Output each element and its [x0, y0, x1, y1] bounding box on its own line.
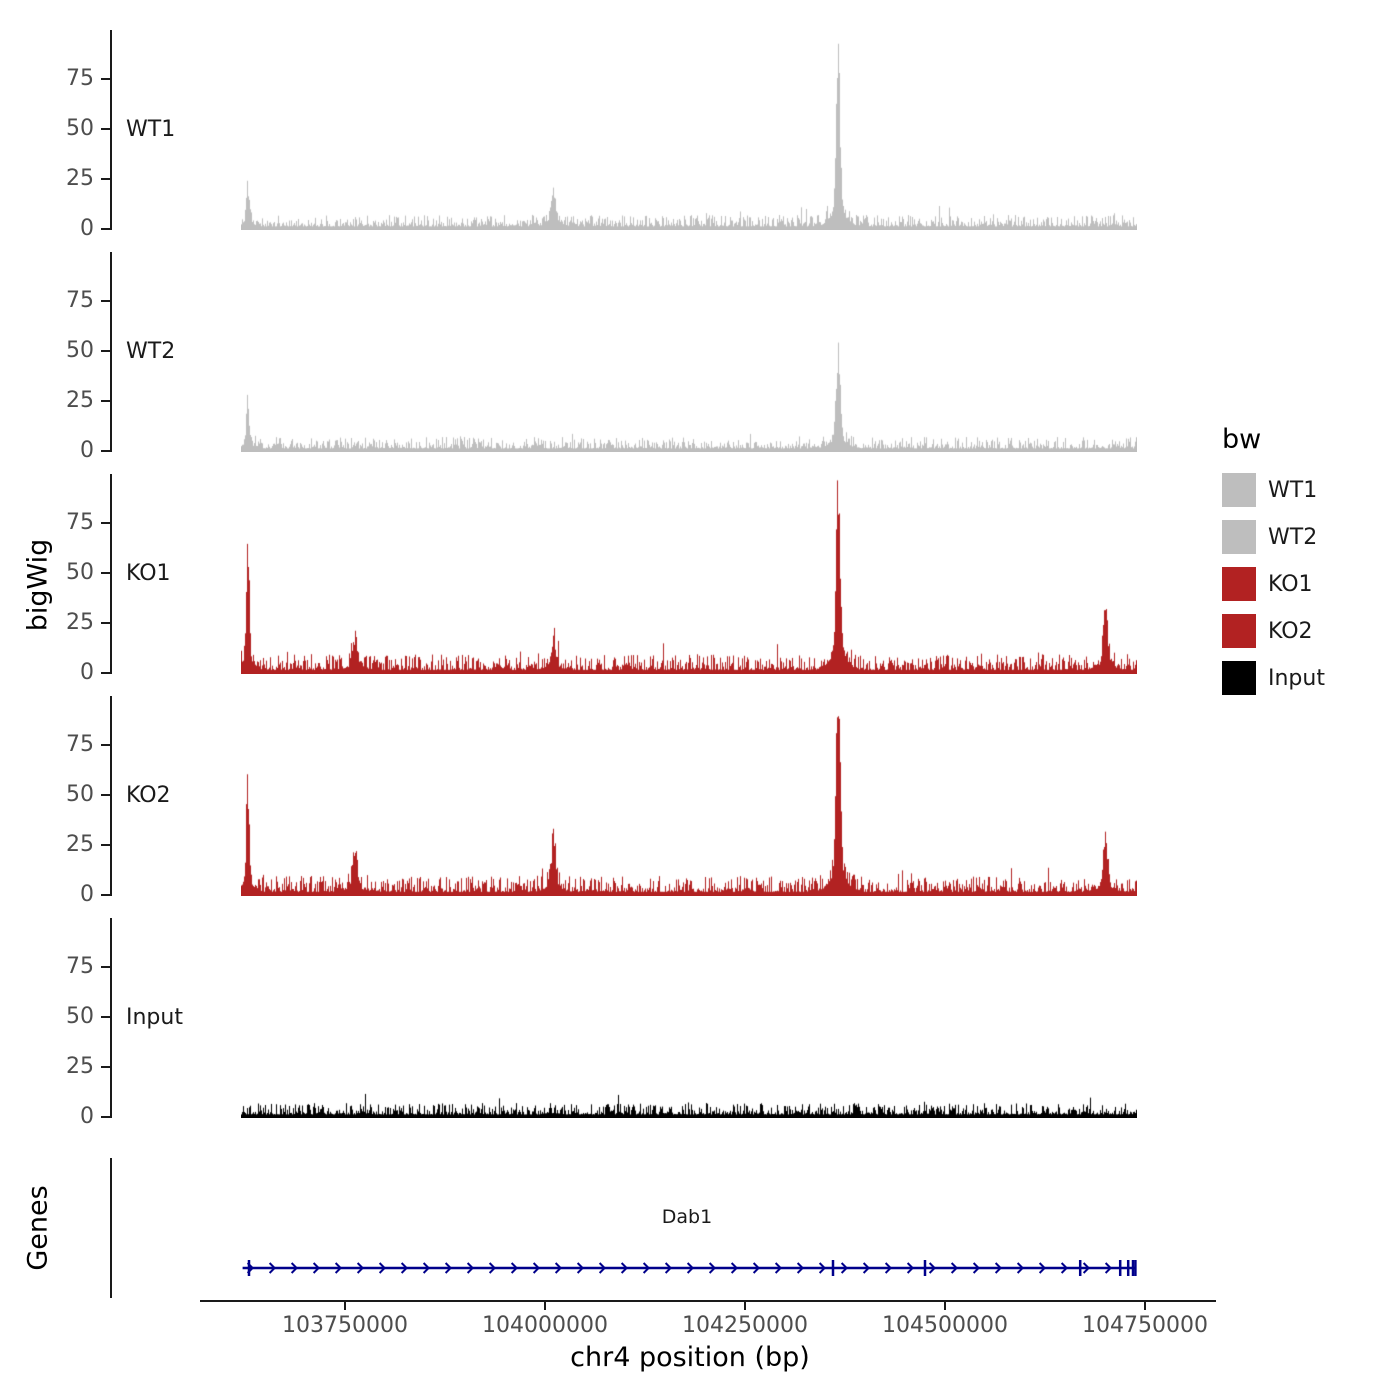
x-tick-mark [544, 1302, 546, 1310]
genes-axis-line [110, 1158, 112, 1298]
legend-swatch-ko1 [1222, 567, 1256, 601]
legend-label: WT2 [1268, 524, 1318, 550]
legend-swatch-wt1 [1222, 473, 1256, 507]
legend-item-ko2: KO2 [1222, 614, 1392, 648]
x-tick-label: 104000000 [482, 1313, 608, 1338]
legend-label: KO1 [1268, 571, 1313, 597]
y-tick-mark [101, 966, 110, 968]
coverage-canvas-ko1 [241, 474, 1137, 674]
legend-item-ko1: KO1 [1222, 567, 1392, 601]
y-tick-mark [101, 672, 110, 674]
x-tick-label: 104250000 [682, 1313, 808, 1338]
y-tick-mark [101, 128, 110, 130]
coverage-canvas-ko2 [241, 696, 1137, 896]
x-tick-mark [744, 1302, 746, 1310]
coverage-canvas-wt1 [241, 30, 1137, 230]
y-tick-label: 0 [80, 882, 94, 907]
y-axis-title-genes: Genes [22, 1185, 54, 1271]
coverage-canvas-input [241, 918, 1137, 1118]
y-tick-label: 25 [66, 166, 94, 191]
y-tick-mark [101, 1116, 110, 1118]
y-tick-mark [101, 622, 110, 624]
legend-swatch-input [1222, 661, 1256, 695]
y-axis-line [110, 252, 112, 452]
y-tick-mark [101, 894, 110, 896]
track-label: KO2 [126, 783, 171, 808]
y-tick-label: 50 [66, 338, 94, 363]
y-tick-mark [101, 794, 110, 796]
y-tick-label: 50 [66, 560, 94, 585]
y-tick-mark [101, 300, 110, 302]
legend-label: Input [1268, 665, 1325, 691]
legend-items: WT1 WT2 KO1 KO2 Input [1222, 473, 1392, 695]
gene-name-label: Dab1 [661, 1206, 713, 1228]
y-tick-mark [101, 572, 110, 574]
y-tick-label: 75 [66, 732, 94, 757]
track-label: WT2 [126, 339, 176, 364]
y-tick-label: 25 [66, 388, 94, 413]
y-tick-label: 0 [80, 438, 94, 463]
x-tick-mark [344, 1302, 346, 1310]
y-tick-label: 25 [66, 610, 94, 635]
coverage-canvas-wt2 [241, 252, 1137, 452]
legend-swatch-ko2 [1222, 614, 1256, 648]
y-tick-label: 0 [80, 216, 94, 241]
y-tick-mark [101, 400, 110, 402]
y-tick-label: 75 [66, 510, 94, 535]
y-tick-mark [101, 522, 110, 524]
y-tick-label: 0 [80, 1104, 94, 1129]
y-axis-line [110, 918, 112, 1118]
track-label: Input [126, 1005, 183, 1030]
y-tick-mark [101, 350, 110, 352]
y-tick-label: 75 [66, 288, 94, 313]
track-label: WT1 [126, 117, 176, 142]
track-label: KO1 [126, 561, 171, 586]
x-tick-label: 104500000 [882, 1313, 1008, 1338]
y-axis-line [110, 696, 112, 896]
y-tick-label: 0 [80, 660, 94, 685]
y-tick-label: 25 [66, 832, 94, 857]
legend-title: bw [1222, 424, 1262, 455]
legend-label: KO2 [1268, 618, 1313, 644]
legend-item-wt2: WT2 [1222, 520, 1392, 554]
x-tick-mark [1144, 1302, 1146, 1310]
x-axis-title: chr4 position (bp) [570, 1342, 810, 1373]
y-tick-mark [101, 844, 110, 846]
bigwig-panel-ko1: 0 25 50 75 KO1 [0, 474, 1400, 685]
bigwig-panel-wt1: 0 25 50 75 WT1 [0, 30, 1400, 241]
legend: bw WT1 WT2 KO1 KO2 Input [1222, 424, 1392, 708]
y-tick-mark [101, 78, 110, 80]
y-axis-line [110, 474, 112, 674]
y-axis-line [110, 30, 112, 230]
gene-model-svg [242, 1260, 1137, 1276]
x-tick-label: 104750000 [1082, 1313, 1208, 1338]
y-tick-label: 50 [66, 1004, 94, 1029]
bigwig-panel-ko2: 0 25 50 75 KO2 [0, 696, 1400, 907]
y-tick-label: 50 [66, 782, 94, 807]
x-tick-label: 103750000 [282, 1313, 408, 1338]
y-tick-label: 75 [66, 66, 94, 91]
y-tick-label: 25 [66, 1054, 94, 1079]
y-tick-mark [101, 1016, 110, 1018]
legend-item-wt1: WT1 [1222, 473, 1392, 507]
y-tick-mark [101, 178, 110, 180]
legend-swatch-wt2 [1222, 520, 1256, 554]
legend-label: WT1 [1268, 477, 1318, 503]
y-tick-mark [101, 450, 110, 452]
legend-item-input: Input [1222, 661, 1392, 695]
gene-model [241, 1250, 1137, 1290]
genes-panel: Dab1 [0, 1158, 1400, 1300]
y-tick-mark [101, 228, 110, 230]
y-tick-mark [101, 744, 110, 746]
x-tick-mark [944, 1302, 946, 1310]
y-tick-label: 75 [66, 954, 94, 979]
y-tick-mark [101, 1066, 110, 1068]
bigwig-panel-wt2: 0 25 50 75 WT2 [0, 252, 1400, 463]
x-axis-line [200, 1300, 1216, 1302]
bigwig-panel-input: 0 25 50 75 Input [0, 918, 1400, 1129]
y-tick-label: 50 [66, 116, 94, 141]
